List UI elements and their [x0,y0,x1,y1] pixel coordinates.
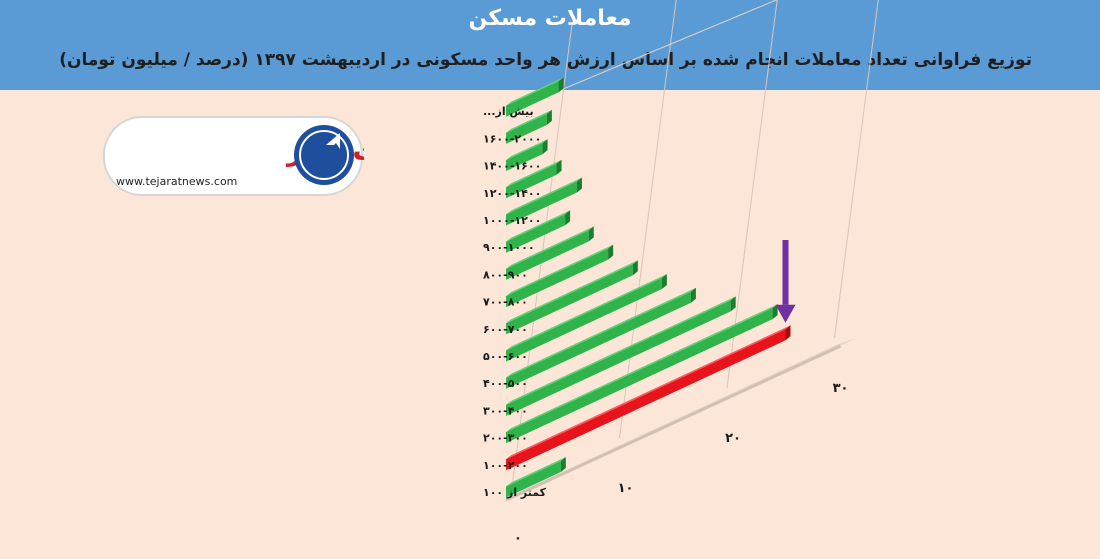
bar-front-11 [506,163,557,199]
bar-end-3 [730,296,736,312]
bar-top-13 [506,109,552,133]
bar-front-0 [506,461,561,498]
tick-label-0: ۰ [514,531,522,546]
category-label-12: ۱۴۰۰-۱۶۰۰ [483,160,541,173]
bar-end-9 [565,210,571,226]
bar-end-1 [785,325,791,341]
category-label-13: ۱۶۰۰-۲۰۰۰ [483,132,541,145]
tick-label-2: ۲۰ [725,431,741,446]
logo-url-text: www.tejaratnews.com [116,175,237,188]
arrow-shaft [782,240,789,305]
bar-front-10 [506,181,577,226]
category-label-3: ۳۰۰-۴۰۰ [483,404,528,417]
bar-top-4 [506,287,696,378]
bar-top-1 [506,325,791,460]
bar-front-5 [506,278,662,362]
bar-front-6 [506,264,633,335]
bar-top-12 [506,139,548,161]
chart-tick-labels: ۰ ۱۰ ۲۰ ۳۰ [514,381,848,546]
bar-end-4 [690,287,696,303]
bar-9 [506,210,571,253]
category-label-2: ۲۰۰-۳۰۰ [483,432,528,445]
chart-floor-edge [505,344,842,502]
bar-top-3 [506,296,736,405]
category-label-6: ۶۰۰-۷۰۰ [483,323,528,336]
bar-6 [506,260,638,335]
bar-end-14 [558,77,564,93]
page-title: معاملات مسکن [468,6,632,31]
bar-top-9 [506,210,571,242]
tick-label-3: ۳۰ [833,381,849,396]
gridline-2 [726,0,778,389]
bar-front-8 [506,230,589,280]
bar-front-14 [506,81,559,117]
logo-emblem-icon [294,125,354,185]
bar-end-12 [542,139,548,155]
bar-front-9 [506,214,566,253]
bar-end-11 [556,159,562,175]
category-label-9: ۹۰۰-۱۰۰۰ [483,241,535,254]
bar-3 [506,296,736,416]
category-label-11: ۱۲۰۰-۱۴۰۰ [483,187,541,200]
bar-top-0 [506,457,566,487]
bar-top-14 [506,77,564,106]
bar-top-6 [506,260,638,324]
chart-bars [506,77,791,498]
bar-end-10 [576,177,582,193]
bar-top-7 [506,244,614,297]
bar-10 [506,177,582,226]
bar-top-11 [506,159,562,188]
gridline-1 [619,0,677,439]
bar-front-7 [506,248,609,308]
bar-5 [506,274,667,362]
bar-end-8 [588,226,594,242]
category-label-8: ۸۰۰-۹۰۰ [483,268,528,281]
bar-11 [506,159,562,199]
category-label-10: ۱۰۰۰-۱۲۰۰ [483,214,541,227]
tick-label-1: ۱۰ [618,481,634,496]
bar-4 [506,287,696,389]
bar-front-3 [506,300,731,416]
bar-end-6 [632,260,638,276]
bar-top-5 [506,274,667,351]
bar-0 [506,457,566,498]
bar-14 [506,77,564,117]
page-subtitle: توزیع فراوانی تعداد معاملات انجام شده بر… [59,50,1032,70]
chart-category-labels: کمتر از ۱۰۰ ۱۰۰-۲۰۰ ۲۰۰-۳۰۰ ۳۰۰-۴۰۰ ۴۰۰-۵۰۰ ۵… [483,105,547,499]
bar-front-13 [506,113,547,144]
bar-front-12 [506,143,543,172]
chart-floor [505,338,857,502]
bar-2 [506,304,778,444]
category-label-0: کمتر از ۱۰۰ [483,486,547,499]
bar-1 [506,325,791,471]
bar-top-10 [506,177,582,215]
gridline-3 [834,0,879,339]
bar-front-4 [506,291,691,389]
bar-13 [506,109,552,144]
bar-end-2 [772,304,778,320]
highlight-arrow-icon [775,240,796,323]
category-label-1: ۱۰۰-۲۰۰ [483,459,528,472]
bar-top-2 [506,304,778,433]
bar-end-13 [546,109,552,125]
header-banner: معاملات مسکن توزیع فراوانی تعداد معاملات… [0,0,1100,90]
bar-12 [506,139,548,172]
bar-top-8 [506,226,594,269]
bar-end-7 [608,244,614,260]
bar-end-0 [560,457,566,472]
category-label-4: ۴۰۰-۵۰۰ [483,377,528,390]
bar-7 [506,244,614,308]
category-label-7: ۷۰۰-۸۰۰ [483,296,528,309]
bar-front-1 [506,329,786,471]
brand-logo: تجارت نیوز www.tejaratnews.com [103,116,364,196]
arrow-head [775,304,796,323]
category-label-5: ۵۰۰-۶۰۰ [483,350,528,363]
gridline-top [507,0,778,113]
bar-8 [506,226,594,280]
bar-front-2 [506,308,773,444]
category-label-14: بیش از... [483,105,534,118]
bar-end-5 [661,274,667,289]
